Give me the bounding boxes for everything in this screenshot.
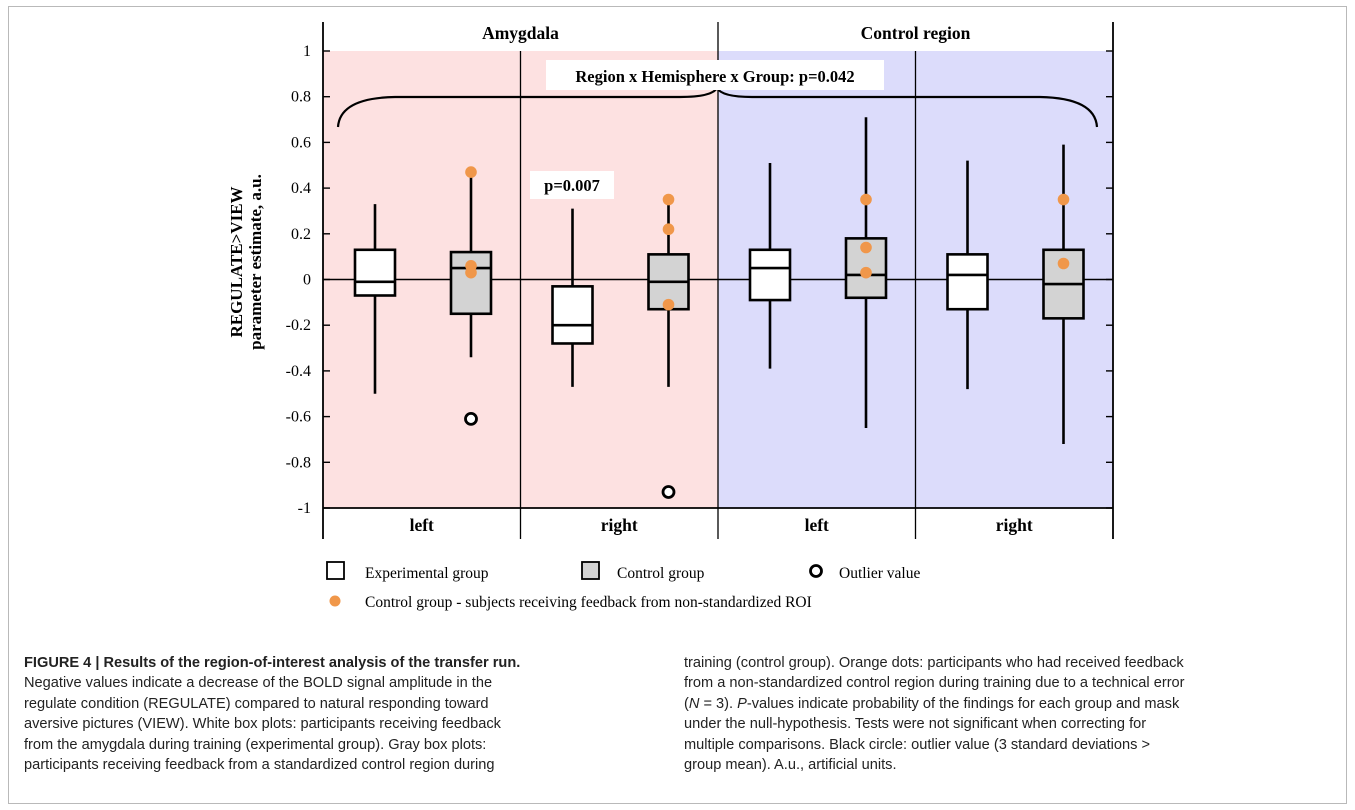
- caption-line: participants receiving feedback from a s…: [24, 757, 495, 774]
- legend-outlier-marker: [809, 564, 823, 578]
- outlier-marker: [661, 485, 676, 499]
- caption-line: (N = 3). P-values indicate probability o…: [684, 694, 1329, 714]
- caption-title: FIGURE 4 | Results of the region-of-inte…: [24, 655, 521, 671]
- orange-dot: [1057, 193, 1070, 206]
- orange-dot: [662, 298, 675, 311]
- caption-fragment: -values indicate probability of the find…: [746, 695, 1180, 712]
- box: [748, 248, 792, 302]
- legend-experimental-label: Experimental group: [365, 565, 489, 582]
- caption-line: from a non-standardized control region d…: [684, 675, 1185, 692]
- caption-line: multiple comparisons. Black circle: outl…: [684, 736, 1151, 753]
- caption-n: N: [688, 695, 700, 712]
- caption-line: training (control group). Orange dots: p…: [684, 655, 1184, 671]
- y-axis-label-line2: parameter estimate, a.u.: [246, 174, 265, 350]
- caption-fragment: = 3).: [699, 695, 738, 712]
- caption-line: group mean). A.u., artificial units.: [684, 757, 897, 774]
- legend-outlier-label: Outlier value: [839, 565, 920, 582]
- legend-orange-marker: [329, 595, 341, 607]
- outlier-marker: [464, 411, 478, 426]
- y-tick-label: 0: [303, 272, 311, 289]
- caption-line: from the amygdala during training (exper…: [24, 736, 487, 753]
- y-tick-label: 1: [303, 43, 311, 60]
- caption-line: aversive pictures (VIEW). White box plot…: [24, 716, 501, 733]
- annotation-main: Region x Hemisphere x Group: p=0.042: [575, 67, 854, 86]
- annotation-sub-bg: [530, 171, 614, 199]
- annotation-sub: p=0.007: [544, 176, 600, 195]
- y-axis-label-line1: REGULATE>VIEW: [227, 186, 246, 337]
- box-plots: [353, 117, 1085, 445]
- legend-control-swatch: [581, 561, 600, 580]
- y-tick-label: 0.2: [291, 226, 311, 243]
- box: [946, 253, 989, 311]
- y-tick-label: -0.6: [286, 409, 311, 426]
- caption-column-1: FIGURE 4 | Results of the region-of-inte…: [24, 653, 654, 775]
- region-label: Amygdala: [482, 23, 559, 43]
- orange-dot: [860, 193, 872, 206]
- orange-dot: [465, 166, 477, 178]
- caption-fragment: (: [684, 695, 689, 712]
- region-label: Control region: [861, 23, 971, 43]
- markers: [464, 166, 1070, 499]
- orange-dot: [662, 223, 675, 236]
- hemisphere-label: right: [601, 515, 638, 535]
- caption-line: under the null-hypothesis. Tests were no…: [684, 716, 1147, 733]
- y-tick-label: -0.2: [286, 317, 311, 334]
- chart-labels: 1 0.8 0.6 0.4 0.2 0 -0.2 -0.4 -0.6 -0.8 -1 Amygdala…: [286, 23, 1033, 535]
- hemisphere-label: right: [996, 515, 1033, 535]
- y-axis-label: REGULATE>VIEW parameter estimate, a.u.: [227, 174, 265, 350]
- legend-control-label: Control group: [617, 565, 705, 582]
- orange-dot: [1057, 257, 1070, 270]
- y-tick-label: -1: [298, 500, 311, 517]
- caption-line: Negative values indicate a decrease of t…: [24, 675, 493, 692]
- y-tick-label: 0.4: [291, 180, 311, 197]
- caption-line: regulate condition (REGULATE) compared t…: [24, 695, 489, 712]
- box: [551, 285, 594, 345]
- legend-orange-label: Control group - subjects receiving feedb…: [365, 594, 812, 611]
- orange-dot: [662, 193, 675, 206]
- orange-dot: [465, 266, 477, 279]
- y-tick-label: -0.8: [286, 454, 311, 471]
- annotation-main-bg: [546, 60, 884, 90]
- y-tick-label: -0.4: [286, 363, 311, 380]
- box: [353, 248, 397, 297]
- caption-p: P: [737, 695, 747, 712]
- hemisphere-label: left: [805, 515, 829, 535]
- orange-dot: [860, 266, 872, 279]
- y-tick-label: 0.8: [291, 89, 311, 106]
- chart: 1 0.8 0.6 0.4 0.2 0 -0.2 -0.4 -0.6 -0.8 -1 Amygdala…: [227, 22, 1114, 611]
- caption-column-2: training (control group). Orange dots: p…: [684, 653, 1329, 775]
- hemisphere-label: left: [410, 515, 434, 535]
- orange-dot: [860, 241, 872, 254]
- legend: Experimental group Control group Outlier…: [326, 561, 920, 611]
- y-tick-label: 0.6: [291, 134, 311, 151]
- legend-experimental-swatch: [326, 561, 345, 580]
